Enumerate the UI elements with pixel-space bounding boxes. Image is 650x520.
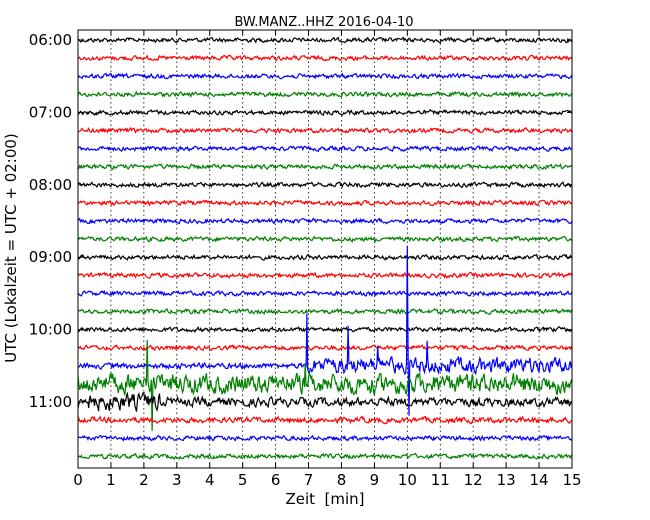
trace-1115: [77, 415, 573, 425]
trace-0945: [77, 307, 573, 315]
trace-1145: [77, 452, 573, 460]
trace-0930: [77, 289, 573, 297]
trace-1045: [77, 339, 573, 431]
chart-title: BW.MANZ..HHZ 2016-04-10: [234, 15, 413, 30]
y-tick-label: 08:00: [29, 176, 72, 194]
x-tick-label: 5: [238, 471, 248, 489]
trace-0645: [77, 90, 573, 98]
trace-1130: [77, 434, 573, 442]
x-axis-label: Zeit [min]: [285, 490, 364, 508]
trace-0830: [77, 217, 573, 225]
trace-1100: [77, 391, 573, 413]
trace-0915: [77, 271, 573, 279]
traces-group: [77, 36, 573, 460]
y-tick-label: 06:00: [29, 31, 72, 49]
trace-0845: [77, 235, 573, 243]
y-tick-label: 11:00: [29, 393, 72, 411]
y-ticks: 06:00 07:00 08:00 09:00 10:00 11:00: [29, 31, 572, 411]
plot-frame: [77, 29, 573, 469]
x-ticks: 0 1 2 3 4 5 6 7 8 9 10 11 12 13 14 15: [73, 30, 582, 489]
trace-1015: [77, 344, 573, 352]
trace-0745: [77, 163, 573, 171]
x-tick-label: 11: [431, 471, 450, 489]
trace-1030: [77, 245, 573, 416]
y-tick-label: 09:00: [29, 248, 72, 266]
x-tick-label: 12: [464, 471, 483, 489]
trace-0715: [77, 126, 573, 135]
y-tick-label: 07:00: [29, 103, 72, 121]
y-tick-label: 10:00: [29, 321, 72, 339]
x-tick-label: 10: [398, 471, 417, 489]
trace-0900: [77, 253, 573, 261]
trace-1000: [77, 326, 573, 334]
x-tick-label: 7: [304, 471, 314, 489]
x-tick-label: 0: [73, 471, 83, 489]
y-axis-label: UTC (Lokalzeit = UTC + 02:00): [2, 133, 20, 363]
x-tick-label: 14: [530, 471, 549, 489]
trace-0630: [77, 72, 573, 80]
x-tick-label: 8: [337, 471, 347, 489]
x-tick-label: 15: [562, 471, 581, 489]
trace-0800: [77, 181, 573, 189]
x-tick-label: 4: [205, 471, 215, 489]
x-tick-label: 3: [172, 471, 182, 489]
trace-0615: [77, 54, 573, 62]
x-tick-label: 1: [106, 471, 116, 489]
trace-0700: [77, 108, 573, 117]
trace-0600: [77, 36, 573, 44]
x-tick-label: 9: [370, 471, 380, 489]
x-tick-label: 13: [497, 471, 516, 489]
trace-0815: [77, 199, 573, 207]
trace-0730: [77, 145, 573, 153]
x-tick-label: 6: [271, 471, 281, 489]
x-tick-label: 2: [139, 471, 149, 489]
